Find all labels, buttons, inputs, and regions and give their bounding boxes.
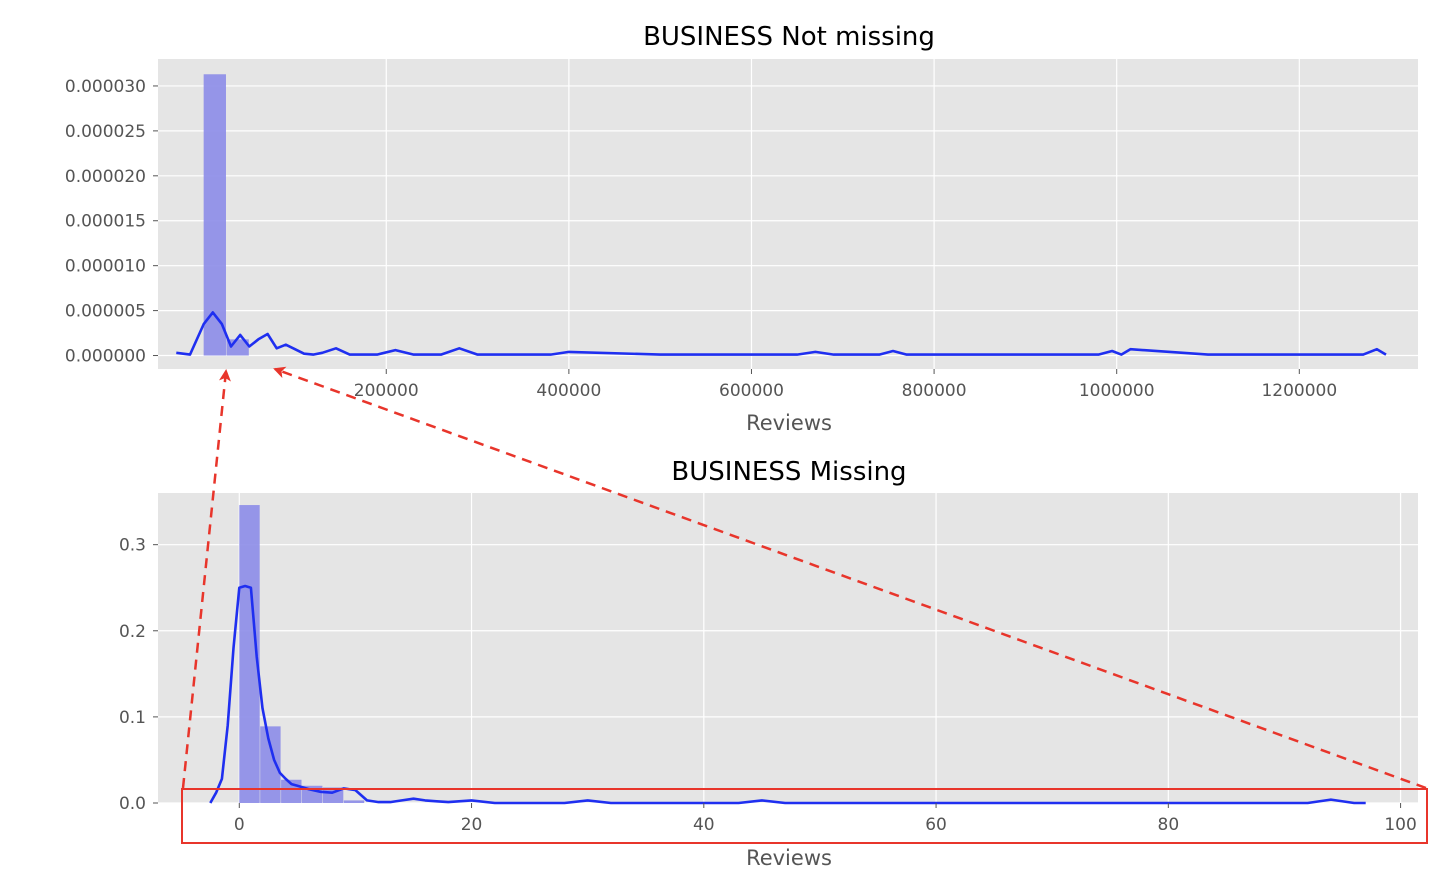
histogram-bar (203, 74, 226, 356)
x-tick-label: 200000 (354, 381, 419, 401)
y-tick-label: 0.000015 (65, 212, 146, 232)
chart-business-not-missing: BUSINESS Not missing 200000 400000 600000 8… (65, 22, 1418, 435)
histogram-bars (203, 74, 249, 356)
x-tick-label: 40 (693, 815, 715, 835)
y-tick-label: 0.000010 (65, 257, 146, 277)
x-tick-label: 0 (234, 815, 245, 835)
x-tick-label: 80 (1158, 815, 1180, 835)
x-axis-label: Reviews (746, 846, 832, 870)
histogram-bar (239, 505, 260, 803)
plot-area-background (158, 59, 1418, 369)
x-tick-label: 600000 (719, 381, 784, 401)
x-tick-label: 800000 (902, 381, 967, 401)
zoom-arrow-left (181, 369, 231, 789)
x-tick-label: 1200000 (1261, 381, 1337, 401)
y-tick-labels: 0.0 0.1 0.2 0.3 (119, 536, 158, 814)
y-tick-label: 0.1 (119, 708, 146, 728)
y-tick-labels: 0.000000 0.000005 0.000010 0.000015 0.000020… (65, 77, 158, 367)
y-tick-label: 0.000005 (65, 302, 146, 322)
kde-curve-layer (176, 311, 1387, 356)
plot-area-background (158, 493, 1418, 803)
y-tick-label: 0.3 (119, 536, 146, 556)
zoom-arrow-right (273, 366, 1427, 790)
x-tick-label: 1000000 (1079, 381, 1155, 401)
x-tick-label: 100 (1384, 815, 1416, 835)
zoom-annotation (181, 366, 1428, 844)
histogram-bar (343, 800, 365, 803)
x-axis-label: Reviews (746, 411, 832, 435)
y-tick-label: 0.000020 (65, 167, 146, 187)
x-tick-label: 400000 (536, 381, 601, 401)
y-tick-label: 0.000000 (65, 347, 146, 367)
y-tick-label: 0.000030 (65, 77, 146, 97)
x-tick-label: 60 (925, 815, 947, 835)
chart-title: BUSINESS Not missing (643, 22, 935, 52)
histogram-bars (239, 505, 365, 803)
x-tick-labels: 200000 400000 600000 800000 1000000 1200000 (354, 369, 1337, 401)
zoom-highlight-box (181, 788, 1428, 844)
x-tick-label: 20 (461, 815, 483, 835)
y-tick-label: 0.2 (119, 622, 146, 642)
kde-line (176, 311, 1387, 356)
y-tick-label: 0.0 (119, 794, 146, 814)
chart-business-missing: BUSINESS Missing 0 20 40 60 80 100 0.00.10.20… (119, 457, 1418, 870)
y-tick-label: 0.000025 (65, 122, 146, 142)
histogram-bar (260, 726, 281, 803)
x-tick-labels: 0 20 40 60 80 100 (234, 803, 1417, 835)
chart-title: BUSINESS Missing (671, 457, 906, 487)
